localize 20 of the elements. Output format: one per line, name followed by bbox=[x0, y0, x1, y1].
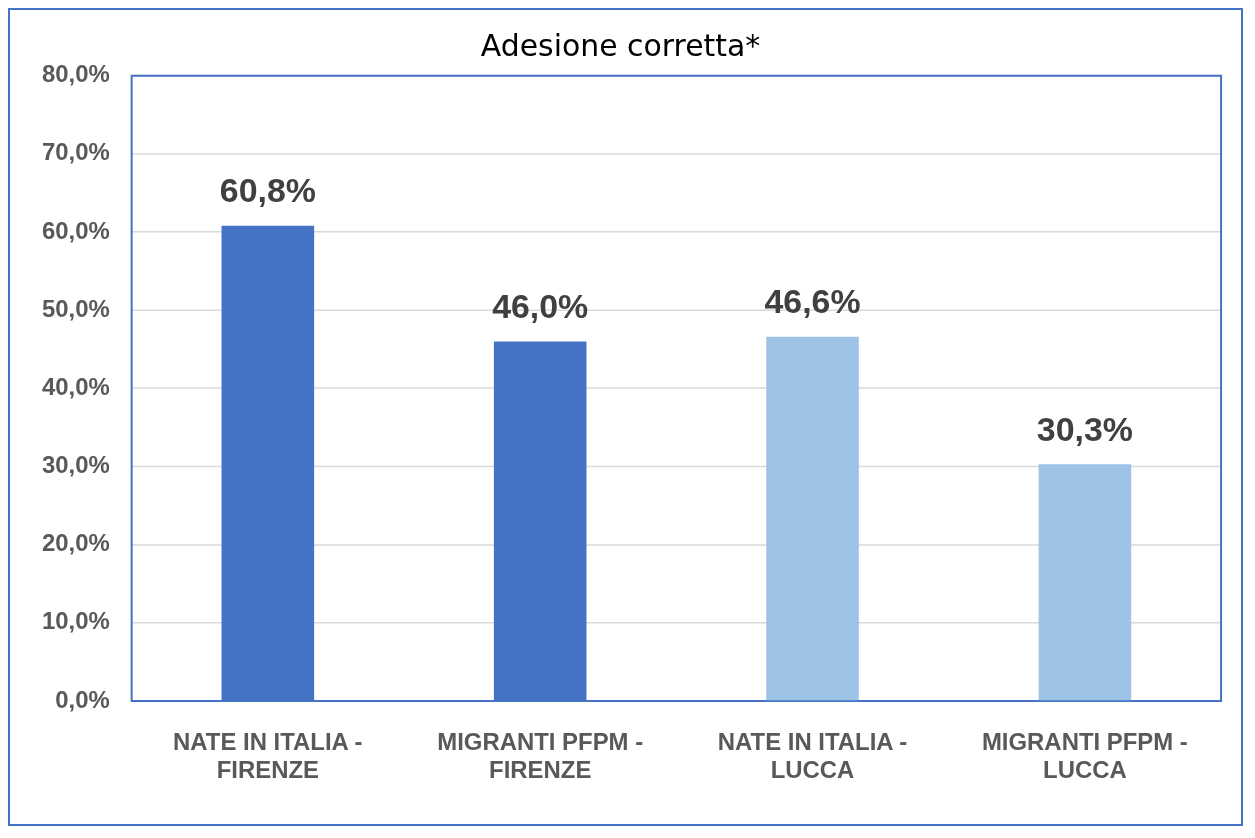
y-tick-label: 50,0% bbox=[41, 294, 110, 322]
bar bbox=[766, 336, 859, 701]
y-tick-label: 40,0% bbox=[41, 372, 110, 400]
chart-title: Adesione corretta* bbox=[480, 27, 761, 63]
data-label: 46,6% bbox=[764, 282, 861, 321]
x-tick-label: MIGRANTI PFPM - FIRENZE bbox=[437, 727, 644, 784]
y-tick-label: 80,0% bbox=[41, 60, 110, 88]
y-tick-label: 10,0% bbox=[41, 607, 110, 635]
data-label: 30,3% bbox=[1036, 409, 1133, 448]
bar bbox=[1038, 464, 1132, 701]
x-tick-label: MIGRANTI PFPM - LUCCA bbox=[981, 727, 1188, 784]
x-tick-label: NATE IN ITALIA - LUCCA bbox=[717, 727, 908, 784]
y-tick-label: 20,0% bbox=[41, 529, 110, 557]
y-tick-label: 60,0% bbox=[41, 216, 110, 244]
y-tick-label: 0,0% bbox=[55, 685, 110, 713]
x-tick-label: NATE IN ITALIA - FIRENZE bbox=[173, 727, 363, 784]
y-tick-label: 30,0% bbox=[41, 451, 110, 479]
data-label: 60,8% bbox=[219, 171, 316, 210]
data-label: 46,0% bbox=[492, 286, 589, 325]
y-tick-label: 70,0% bbox=[41, 138, 110, 166]
